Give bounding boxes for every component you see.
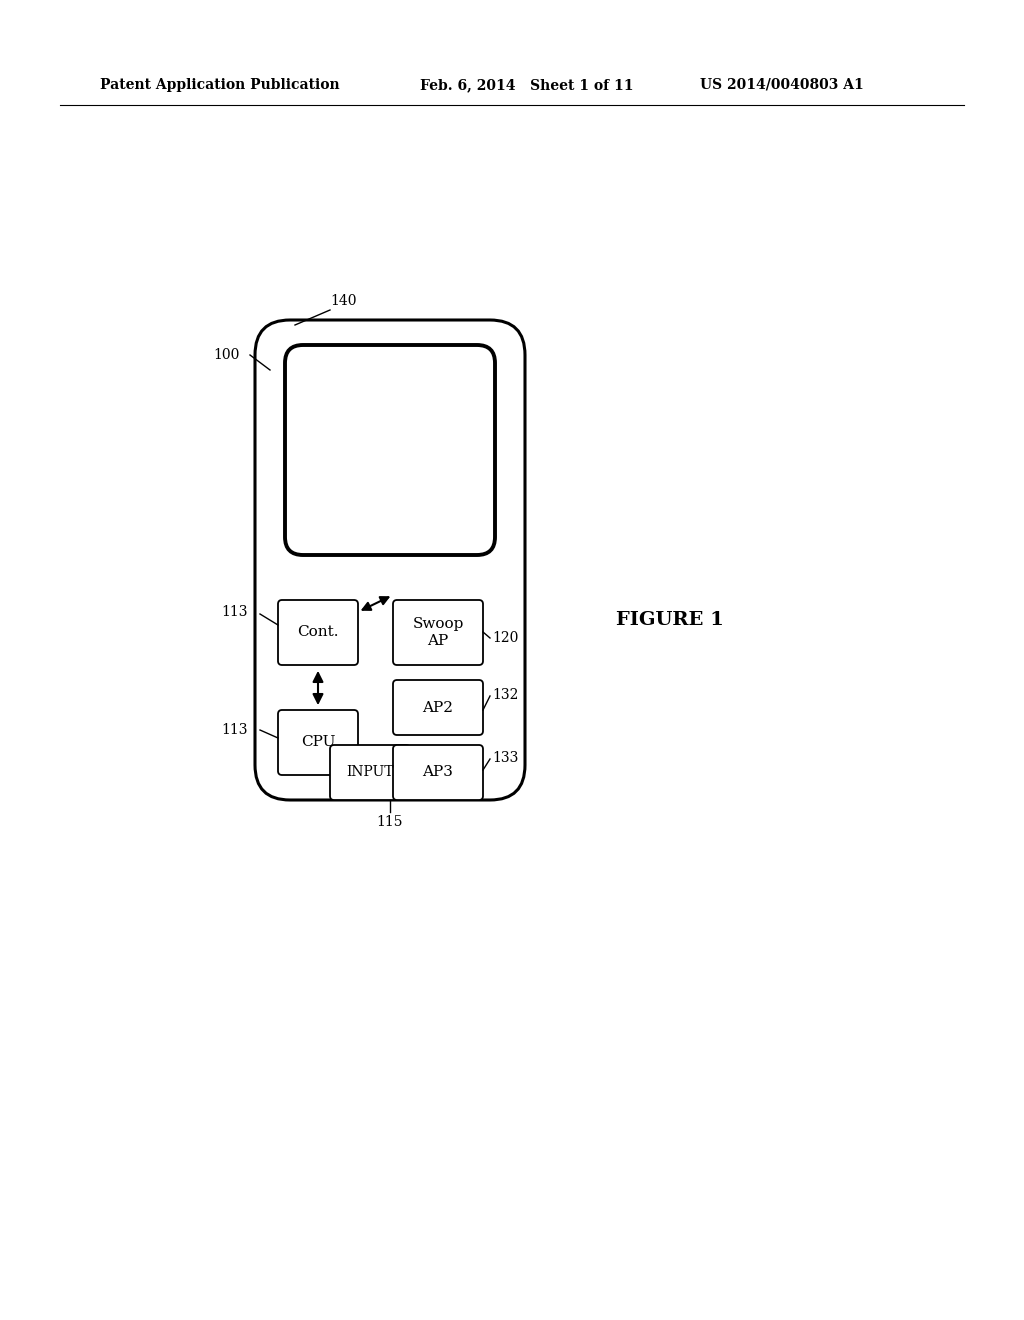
Text: INPUT: INPUT xyxy=(346,766,394,780)
Text: 133: 133 xyxy=(492,751,518,766)
FancyBboxPatch shape xyxy=(285,345,495,554)
Text: Feb. 6, 2014   Sheet 1 of 11: Feb. 6, 2014 Sheet 1 of 11 xyxy=(420,78,634,92)
Text: 115: 115 xyxy=(377,814,403,829)
Text: 100: 100 xyxy=(214,348,240,362)
FancyBboxPatch shape xyxy=(393,601,483,665)
FancyBboxPatch shape xyxy=(278,601,358,665)
Text: Swoop
AP: Swoop AP xyxy=(413,618,464,648)
Text: FIGURE 1: FIGURE 1 xyxy=(616,611,724,630)
Text: Cont.: Cont. xyxy=(297,626,339,639)
Text: AP2: AP2 xyxy=(423,701,454,714)
FancyBboxPatch shape xyxy=(255,319,525,800)
Text: 113: 113 xyxy=(221,723,248,737)
FancyBboxPatch shape xyxy=(393,680,483,735)
Text: 113: 113 xyxy=(221,605,248,619)
Text: 132: 132 xyxy=(492,688,518,702)
FancyBboxPatch shape xyxy=(278,710,358,775)
Text: US 2014/0040803 A1: US 2014/0040803 A1 xyxy=(700,78,864,92)
Text: 140: 140 xyxy=(330,294,356,308)
Text: CPU: CPU xyxy=(301,735,335,750)
Text: AP3: AP3 xyxy=(423,766,454,780)
Text: Patent Application Publication: Patent Application Publication xyxy=(100,78,340,92)
Text: 120: 120 xyxy=(492,631,518,645)
FancyBboxPatch shape xyxy=(330,744,410,800)
FancyBboxPatch shape xyxy=(393,744,483,800)
